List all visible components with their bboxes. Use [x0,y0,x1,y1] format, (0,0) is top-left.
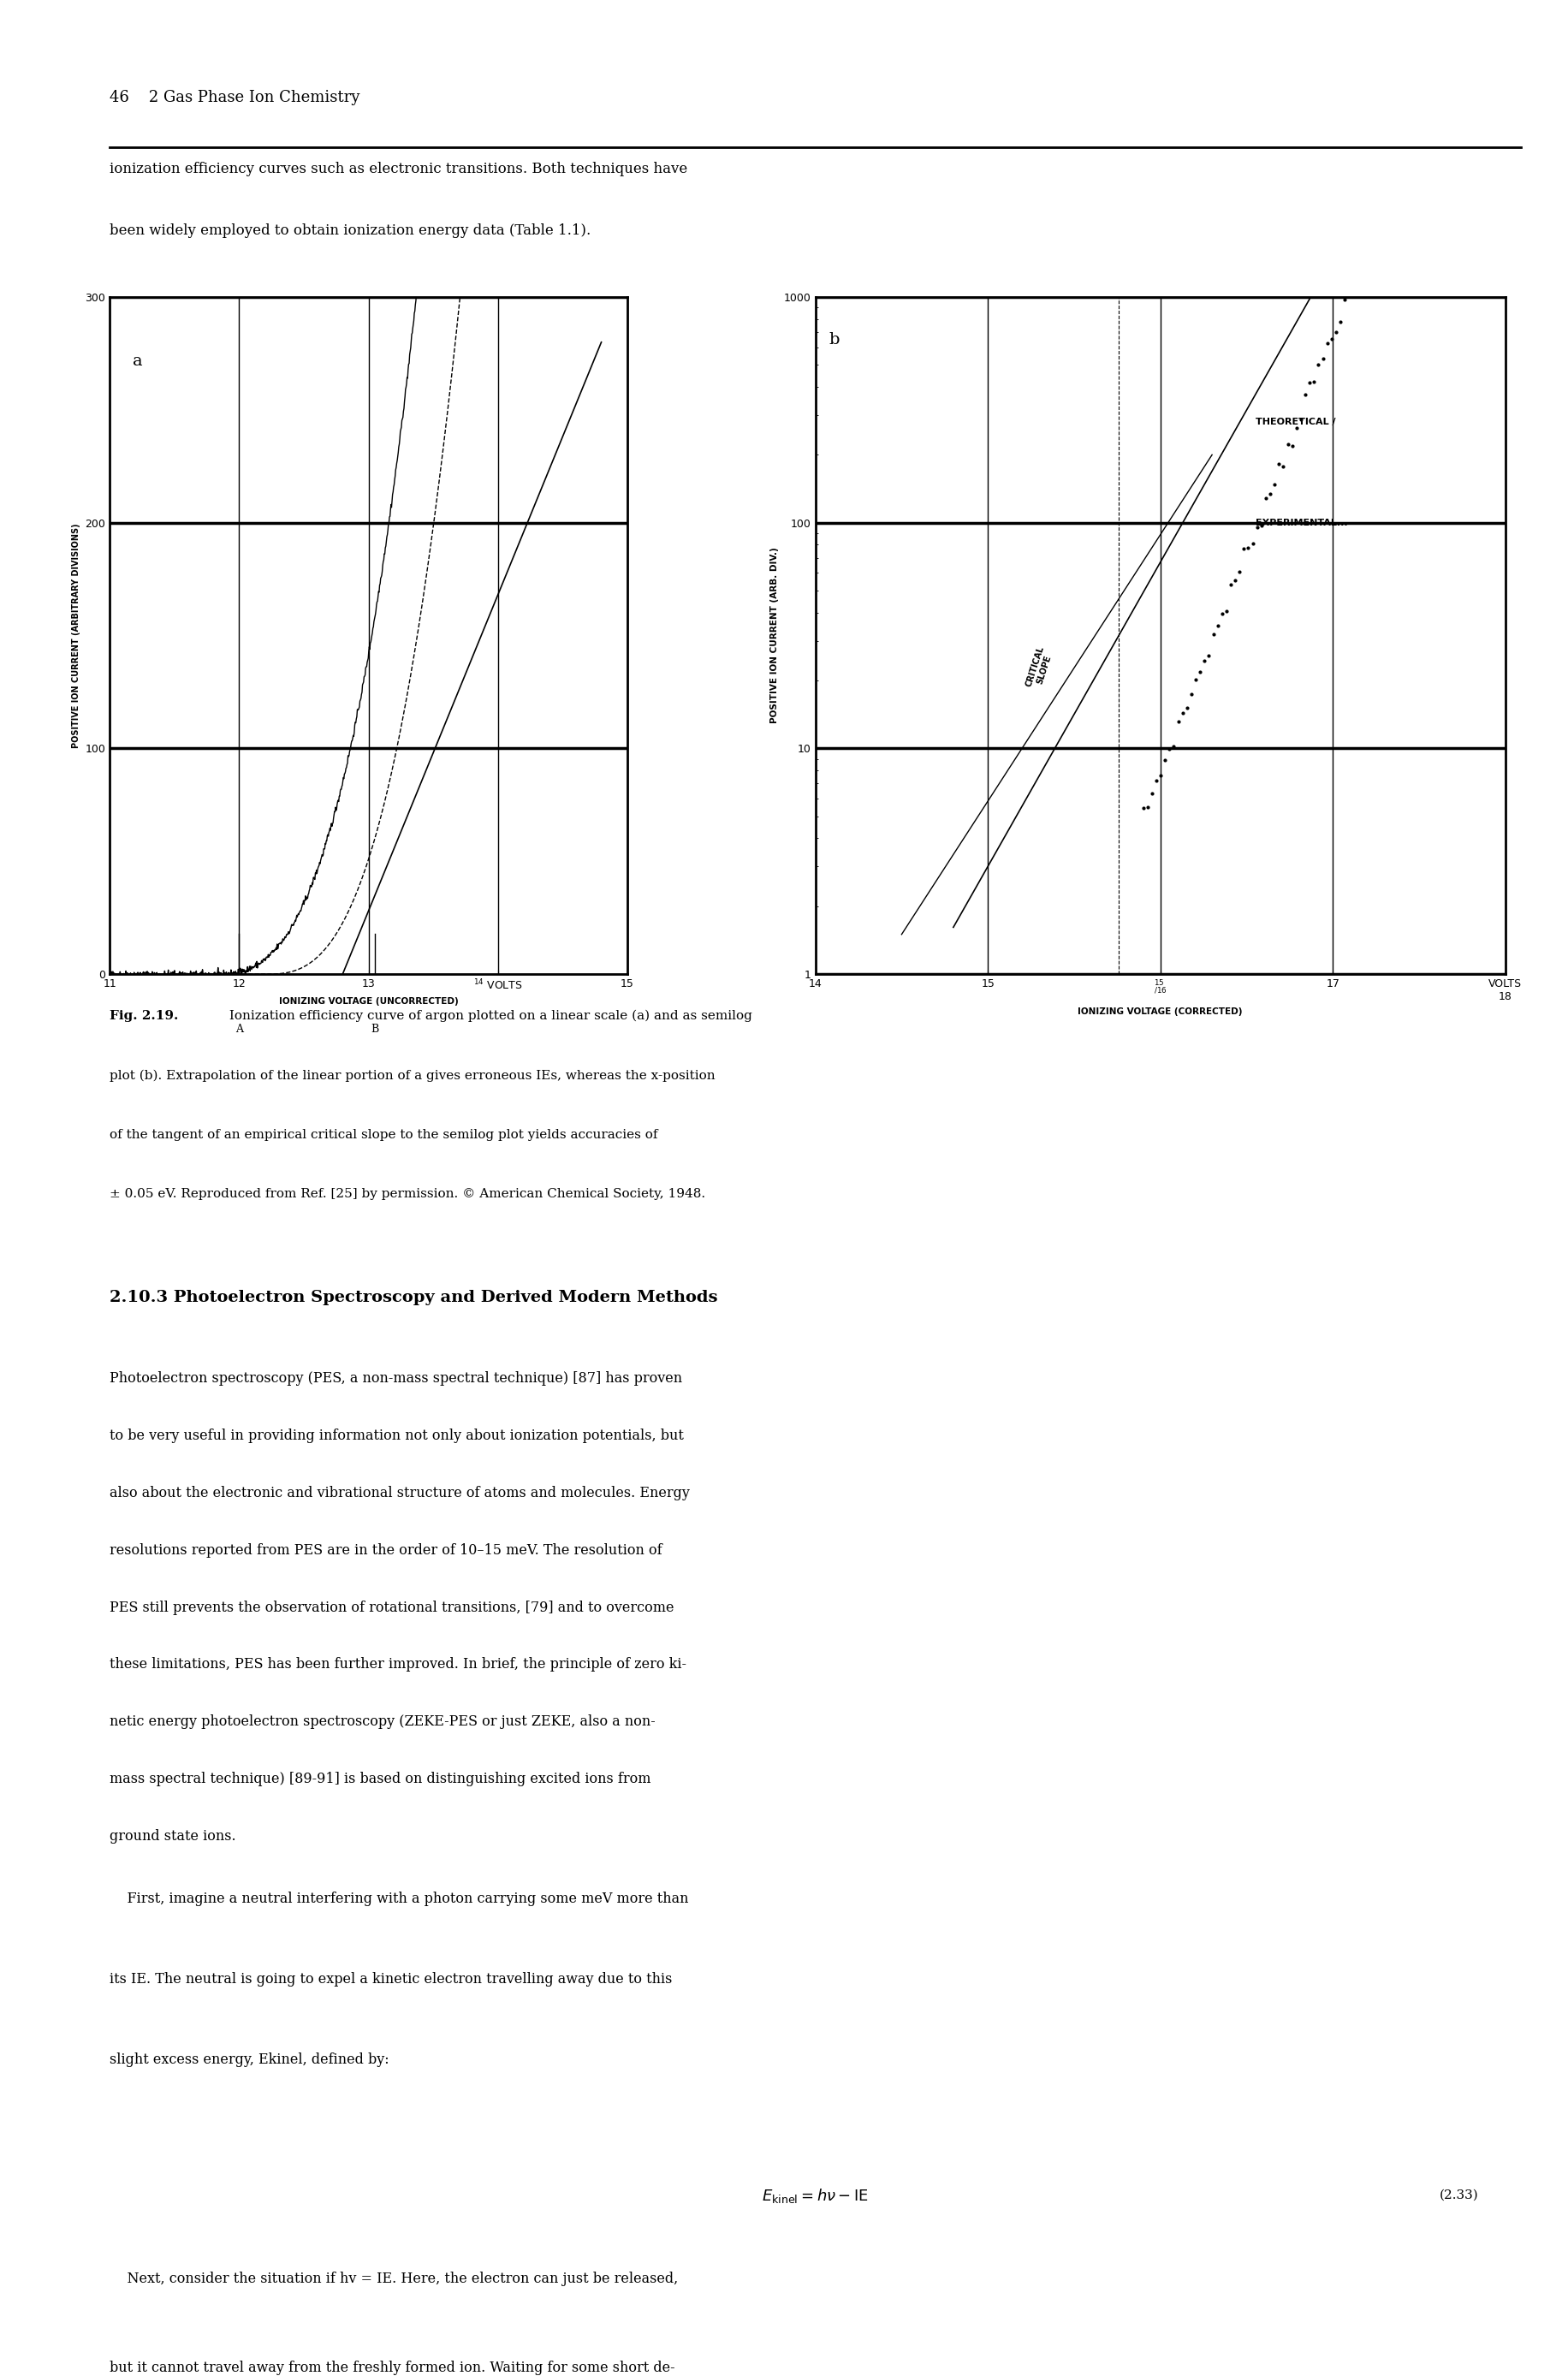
Point [1148,756,1173,794]
Point [1218,565,1243,604]
Point [1184,661,1209,699]
Point [1223,561,1248,599]
Y-axis label: POSITIVE ION CURRENT (ARB. DIV.): POSITIVE ION CURRENT (ARB. DIV.) [770,546,779,725]
Point [1152,741,1178,779]
Text: 2.10.3 Photoelectron Spectroscopy and Derived Modern Methods: 2.10.3 Photoelectron Spectroscopy and De… [110,1290,718,1304]
Text: Next, consider the situation if hv = IE. Here, the electron can just be released: Next, consider the situation if hv = IE.… [110,2271,679,2286]
Text: of the tangent of an empirical critical slope to the semilog plot yields accurac: of the tangent of an empirical critical … [110,1129,659,1140]
Point [1240,525,1265,563]
Point [1306,345,1331,383]
Point [1192,642,1217,680]
Text: slight excess energy, Ekinel, defined by:: slight excess energy, Ekinel, defined by… [110,2053,389,2067]
Point [1267,444,1292,482]
Point [1236,530,1261,568]
Point [1311,340,1336,378]
Text: b: b [829,333,840,347]
Text: these limitations, PES has been further improved. In brief, the principle of zer: these limitations, PES has been further … [110,1658,687,1673]
Text: A: A [235,1024,243,1036]
Text: First, imagine a neutral interfering with a photon carrying some meV more than: First, imagine a neutral interfering wit… [110,1891,688,1906]
Text: to be very useful in providing information not only about ionization potentials,: to be very useful in providing informati… [110,1428,684,1442]
Point [1179,675,1204,713]
X-axis label: IONIZING VOLTAGE (UNCORRECTED): IONIZING VOLTAGE (UNCORRECTED) [279,998,458,1005]
Point [1231,530,1256,568]
Point [1196,637,1221,675]
Text: netic energy photoelectron spectroscopy (ZEKE-PES or just ZEKE, also a non-: netic energy photoelectron spectroscopy … [110,1715,655,1730]
Point [1333,280,1358,318]
Point [1279,428,1305,466]
Text: B: B [372,1024,379,1036]
Text: plot (b). Extrapolation of the linear portion of a gives erroneous IEs, whereas : plot (b). Extrapolation of the linear po… [110,1069,715,1081]
Text: mass spectral technique) [89-91] is based on distinguishing excited ions from: mass spectral technique) [89-91] is base… [110,1772,651,1787]
Point [1297,364,1322,402]
Point [1245,508,1270,546]
Point [1292,375,1317,413]
Point [1350,268,1375,307]
Point [1341,268,1366,307]
Point [1301,364,1327,402]
Text: CRITICAL
SLOPE: CRITICAL SLOPE [1024,644,1055,691]
Text: its IE. The neutral is going to expel a kinetic electron travelling away due to : its IE. The neutral is going to expel a … [110,1972,673,1986]
Text: resolutions reported from PES are in the order of 10–15 meV. The resolution of: resolutions reported from PES are in the… [110,1542,662,1559]
Y-axis label: POSITIVE ION CURRENT (ARBITRARY DIVISIONS): POSITIVE ION CURRENT (ARBITRARY DIVISION… [72,523,80,748]
Point [1228,554,1253,592]
Point [1284,409,1309,447]
Point [1262,466,1287,504]
X-axis label: IONIZING VOLTAGE (CORRECTED): IONIZING VOLTAGE (CORRECTED) [1077,1007,1243,1015]
Point [1206,606,1231,644]
Point [1135,789,1160,827]
Text: Ionization efficiency curve of argon plotted on a linear scale (a) and as semilo: Ionization efficiency curve of argon plo… [226,1010,753,1022]
Text: Photoelectron spectroscopy (PES, a non-mass spectral technique) [87] has proven: Photoelectron spectroscopy (PES, a non-m… [110,1371,682,1385]
Point [1367,268,1392,307]
Point [1377,268,1402,307]
Point [1336,268,1361,307]
Point [1201,615,1226,653]
Point [1319,321,1344,359]
Point [1253,478,1278,516]
Point [1385,268,1410,307]
Text: a: a [133,354,143,368]
Point [1363,268,1388,307]
Point [1258,475,1283,513]
Point [1209,594,1234,632]
Text: (2.33): (2.33) [1439,2188,1479,2203]
Point [1187,653,1212,691]
Point [1165,703,1190,741]
Text: PES still prevents the observation of rotational transitions, [79] and to overco: PES still prevents the observation of ro… [110,1599,674,1616]
Text: Fig. 2.19.: Fig. 2.19. [110,1010,179,1022]
Point [1250,506,1275,544]
Text: EXPERIMENTAL...: EXPERIMENTAL... [1254,518,1347,527]
Point [1275,425,1300,463]
Point [1143,763,1168,801]
Point [1328,302,1353,340]
Text: THEORETICAL /: THEORETICAL / [1254,418,1336,425]
Point [1170,694,1195,732]
Point [1174,689,1200,727]
Text: but it cannot travel away from the freshly formed ion. Waiting for some short de: but it cannot travel away from the fresh… [110,2359,676,2376]
Point [1355,268,1380,307]
Text: been widely employed to obtain ionization energy data (Table 1.1).: been widely employed to obtain ionizatio… [110,223,591,238]
Point [1323,314,1348,352]
Point [1358,268,1383,307]
Text: also about the electronic and vibrational structure of atoms and molecules. Ener: also about the electronic and vibrationa… [110,1485,690,1499]
Point [1289,399,1314,437]
Point [1162,727,1187,765]
Text: 46    2 Gas Phase Ion Chemistry: 46 2 Gas Phase Ion Chemistry [110,90,361,105]
Point [1314,326,1339,364]
Point [1345,268,1370,307]
Point [1380,268,1405,307]
Text: ± 0.05 eV. Reproduced from Ref. [25] by permission. © American Chemical Society,: ± 0.05 eV. Reproduced from Ref. [25] by … [110,1188,706,1200]
Point [1372,268,1397,307]
Point [1214,592,1239,630]
Text: $E_{\mathrm{kinel}} = h\nu - \mathrm{IE}$: $E_{\mathrm{kinel}} = h\nu - \mathrm{IE}… [762,2186,869,2205]
Point [1157,729,1182,767]
Text: ionization efficiency curves such as electronic transitions. Both techniques hav: ionization efficiency curves such as ele… [110,162,688,176]
Point [1389,268,1414,307]
Text: ground state ions.: ground state ions. [110,1830,237,1844]
Point [1131,789,1156,827]
Point [1270,447,1295,485]
Point [1140,775,1165,813]
